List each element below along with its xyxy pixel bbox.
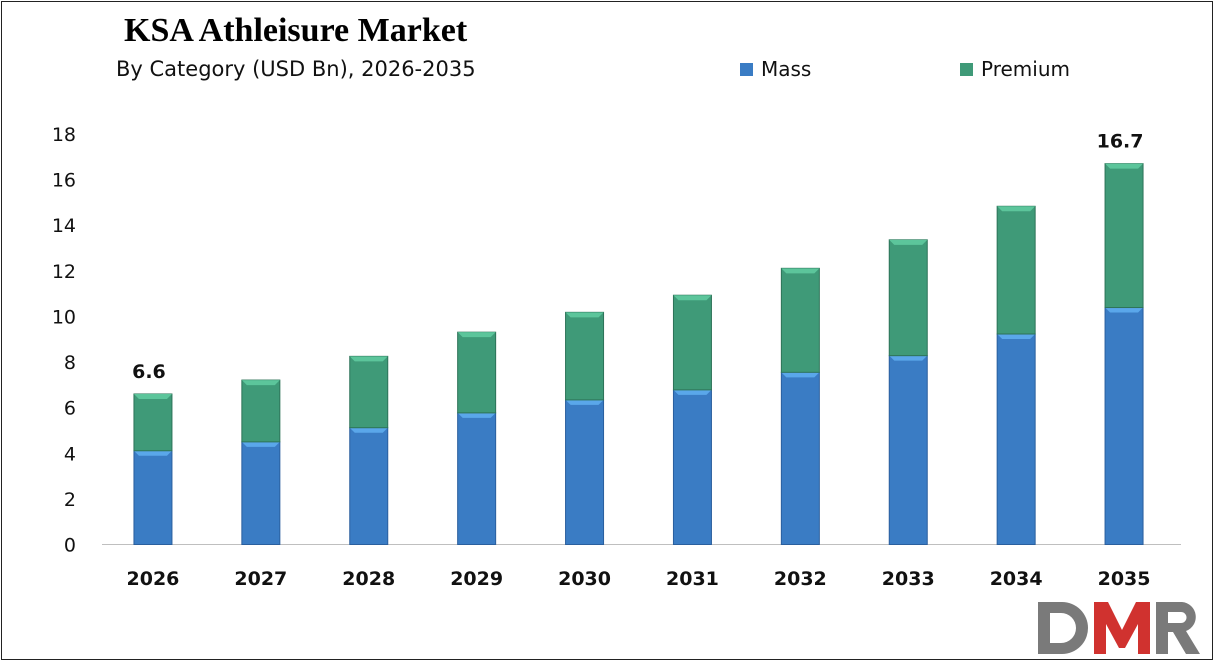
bar-bevel [781, 372, 820, 378]
chart-title: KSA Athleisure Market [124, 12, 468, 49]
bar-premium-2027 [241, 379, 281, 443]
bar-mass-2031 [672, 389, 712, 545]
y-tick-label: 16 [52, 170, 76, 192]
bar-premium-2032 [780, 267, 820, 373]
bar-bevel [457, 332, 496, 338]
bar-mass-2032 [780, 371, 820, 545]
y-tick-label: 12 [52, 261, 76, 283]
bar-bevel [1105, 307, 1144, 313]
logo-d [1038, 602, 1088, 654]
bar-bevel [781, 268, 820, 274]
bar-bevel [241, 441, 280, 447]
bar-mass-2026 [133, 450, 173, 545]
bar-bevel [997, 334, 1036, 340]
bar-premium-2031 [672, 294, 712, 391]
y-tick-label: 6 [64, 398, 76, 420]
x-tick-label: 2033 [882, 568, 935, 590]
legend-swatch-mass [740, 62, 753, 76]
x-tick-label: 2031 [666, 568, 719, 590]
data-label-2035: 16.7 [1097, 131, 1144, 153]
bar-premium-2030 [565, 311, 605, 401]
x-tick-label: 2034 [990, 568, 1043, 590]
bar-bevel [133, 450, 172, 456]
bar-bevel [673, 295, 712, 301]
chart-subtitle: By Category (USD Bn), 2026-2035 [116, 57, 476, 81]
bar-premium-2034 [996, 205, 1036, 335]
x-tick-label: 2027 [234, 568, 287, 590]
logo-r [1156, 602, 1200, 654]
x-tick-label: 2026 [127, 568, 180, 590]
bar-bevel [241, 380, 280, 386]
y-tick-label: 4 [64, 443, 76, 465]
bar-bevel [133, 393, 172, 399]
data-label-2026: 6.6 [132, 361, 166, 383]
bar-bevel [349, 427, 388, 433]
legend-label-mass: Mass [761, 57, 812, 81]
bar-mass-2028 [349, 427, 389, 546]
bar-mass-2030 [565, 399, 605, 545]
legend-swatch-premium [960, 62, 973, 76]
bar-mass-2027 [241, 441, 281, 545]
legend-label-premium: Premium [981, 57, 1070, 81]
x-tick-label: 2035 [1098, 568, 1151, 590]
legend-item-mass: Mass [740, 57, 811, 81]
y-tick-label: 2 [64, 489, 76, 511]
bar-mass-2029 [457, 412, 497, 546]
legend-item-premium: Premium [960, 57, 1070, 81]
bar-premium-2033 [888, 239, 928, 357]
bar-bevel [565, 312, 604, 318]
y-tick-label: 18 [52, 124, 76, 146]
bar-bevel [457, 412, 496, 418]
bar-bevel [889, 239, 928, 245]
x-tick-label: 2028 [342, 568, 395, 590]
x-tick-label: 2030 [558, 568, 611, 590]
y-tick-label: 8 [64, 352, 76, 374]
y-tick-label: 10 [52, 306, 76, 328]
bar-bevel [349, 356, 388, 362]
bar-mass-2034 [996, 333, 1036, 546]
bar-premium-2026 [133, 393, 173, 452]
bar-premium-2035 [1104, 163, 1144, 309]
bar-bevel [565, 399, 604, 405]
bar-bevel [673, 389, 712, 395]
y-tick-label: 0 [64, 535, 76, 557]
bar-bevel [1105, 163, 1144, 169]
bar-premium-2029 [457, 331, 497, 414]
bar-mass-2035 [1104, 307, 1144, 545]
logo-m [1094, 602, 1150, 654]
x-tick-label: 2029 [450, 568, 503, 590]
dmr-logo [1038, 602, 1200, 654]
bar-bevel [889, 355, 928, 361]
bar-premium-2028 [349, 355, 389, 429]
x-tick-label: 2032 [774, 568, 827, 590]
bar-bevel [997, 206, 1036, 212]
y-tick-label: 14 [52, 215, 76, 237]
bar-mass-2033 [888, 355, 928, 546]
